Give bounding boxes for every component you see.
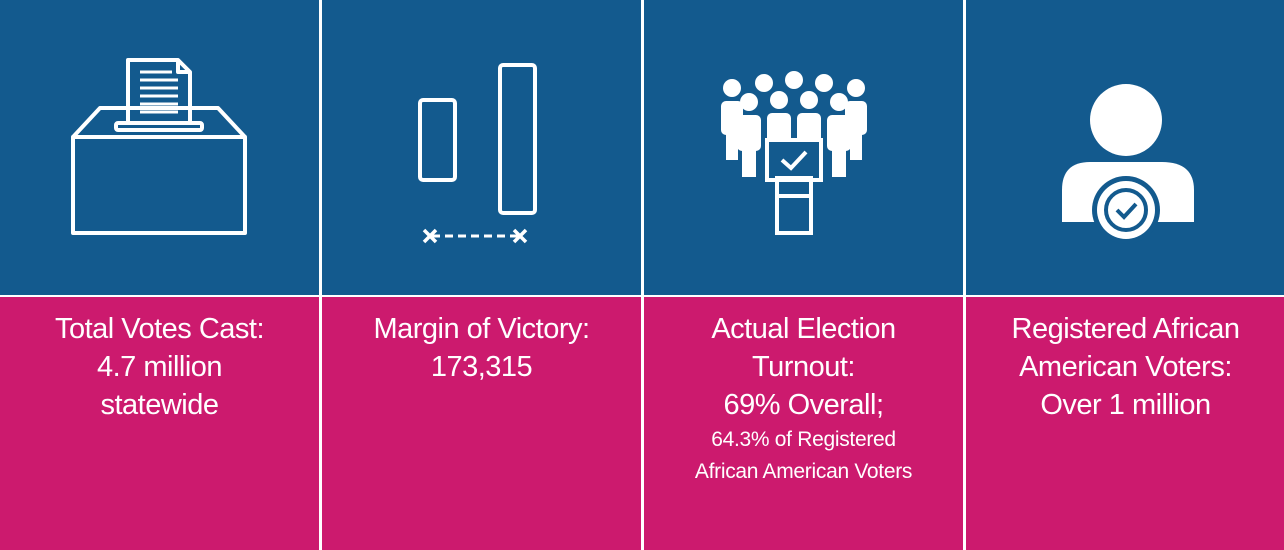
stat-line: 4.7 million — [96, 351, 223, 383]
panel: Total Votes Cast: 4.7 million statewide — [0, 0, 319, 550]
stat-line: 173,315 — [430, 351, 533, 383]
panel: Margin of Victory: 173,315 — [322, 0, 641, 550]
stat-line: Over 1 million — [1040, 389, 1211, 421]
stat-note: 64.3% of Registered — [711, 428, 896, 451]
icon-area — [322, 0, 641, 295]
stat-line: 69% Overall; — [723, 389, 884, 421]
icon-area — [0, 0, 319, 295]
panel-text: Actual Election Turnout: 69% Overall; 64.3%… — [644, 297, 963, 550]
stat-line: Turnout: — [752, 351, 855, 383]
crowd-icon — [721, 71, 867, 235]
margin-icon — [418, 63, 537, 244]
stat-line: American Voters: — [1019, 351, 1232, 383]
panel-text: Registered African American Voters: Over 1… — [966, 297, 1284, 550]
stat-line: Margin of Victory: — [373, 313, 590, 345]
ballot-box-icon — [71, 58, 247, 235]
panel: Actual Election Turnout: 69% Overall; 64.3%… — [644, 0, 963, 550]
panel-text: Total Votes Cast: 4.7 million statewide — [0, 297, 319, 550]
voter-icon — [1062, 84, 1194, 244]
stat-note: African American Voters — [694, 460, 913, 483]
panel-text: Margin of Victory: 173,315 — [322, 297, 641, 550]
stat-line: Total Votes Cast: — [54, 313, 265, 345]
stat-line: Registered African — [1011, 313, 1240, 345]
icon-area — [644, 0, 963, 295]
stat-line: statewide — [100, 389, 219, 421]
panel: Registered African American Voters: Over 1… — [966, 0, 1284, 550]
stat-line: Actual Election — [711, 313, 896, 345]
icon-area — [966, 0, 1284, 295]
